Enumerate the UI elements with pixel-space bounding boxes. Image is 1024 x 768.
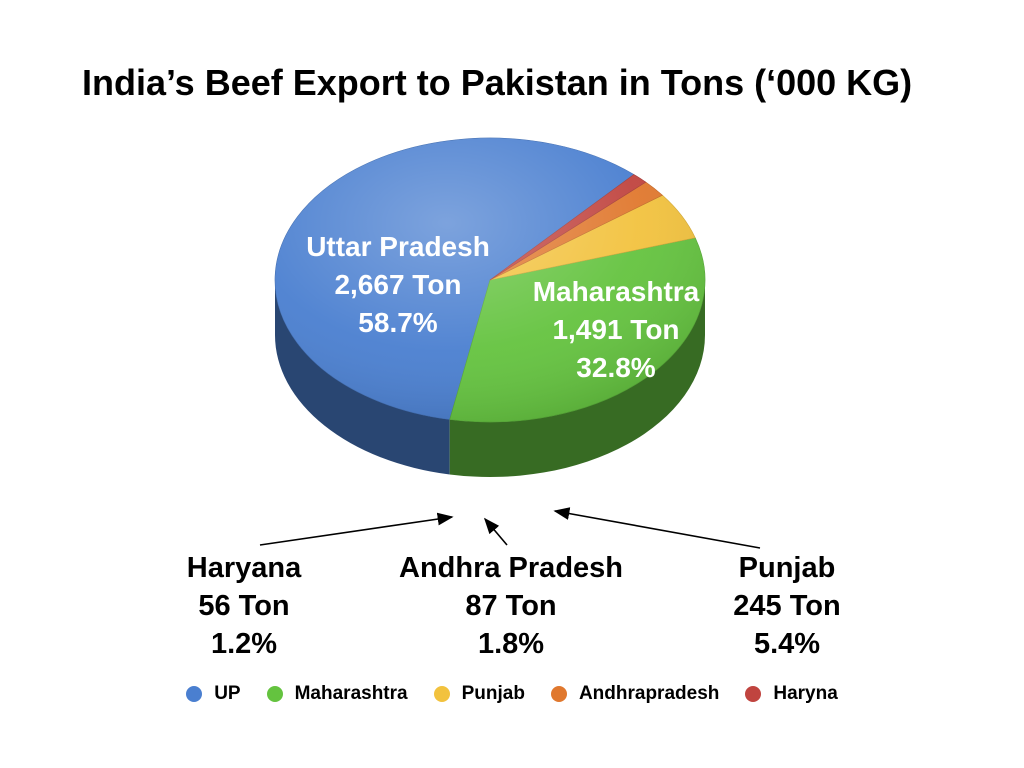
legend-swatch [433, 686, 450, 702]
outer-label-haryana-value: 56 Ton [198, 590, 289, 622]
outer-label-punjab-percent: 5.4% [754, 628, 820, 660]
legend-label: UP [214, 683, 241, 704]
outer-label-punjab-name: Punjab [739, 552, 836, 584]
chart-title: India’s Beef Export to Pakistan in Tons … [82, 62, 913, 103]
legend-item-andhrapradesh: Andhrapradesh [550, 683, 720, 705]
pie-sides [275, 280, 705, 477]
haryana-arrow [259, 512, 454, 546]
legend-swatch [550, 686, 567, 702]
outer-label-haryana-name: Haryana [187, 552, 302, 584]
outer-labels: Punjab 245 Ton 5.4% Andhra Pradesh 87 Ton 1.8… [187, 552, 841, 660]
outer-label-haryana-percent: 1.2% [211, 628, 277, 660]
chart-legend: UP Maharashtra Punjab Andhrapradesh Haryna [0, 683, 1024, 705]
punjab-arrow [553, 507, 761, 549]
inner-label-maharashtra-value: 1,491 Ton [552, 314, 679, 345]
inner-label-uttar-pradesh-value: 2,667 Ton [334, 269, 461, 300]
pie-side-maharashtra [449, 280, 705, 477]
legend-swatch [186, 686, 203, 702]
legend-label: Andhrapradesh [578, 683, 720, 704]
pie-side-uttar-pradesh [275, 280, 450, 475]
inner-label-maharashtra-percent: 32.8% [576, 352, 655, 383]
legend-label: Punjab [461, 683, 525, 704]
callout-arrows [259, 507, 761, 549]
legend-swatch [745, 686, 762, 702]
inner-labels: Uttar Pradesh 2,667 Ton 58.7% Maharashtra 1,… [306, 231, 699, 383]
outer-label-punjab-value: 245 Ton [733, 590, 840, 622]
inner-label-uttar-pradesh-percent: 58.7% [358, 307, 437, 338]
legend-item-haryna: Haryna [745, 683, 838, 705]
inner-label-uttar-pradesh-name: Uttar Pradesh [306, 231, 490, 262]
legend-swatch [266, 686, 283, 702]
legend-item-up: UP [186, 683, 241, 705]
legend-label: Maharashtra [294, 683, 408, 704]
outer-label-andhra-pradesh-value: 87 Ton [465, 590, 556, 622]
outer-label-andhra-pradesh-name: Andhra Pradesh [399, 552, 623, 584]
inner-label-maharashtra-name: Maharashtra [533, 276, 700, 307]
andhra-pradesh-arrow [483, 517, 508, 546]
legend-item-punjab: Punjab [433, 683, 525, 705]
legend-label: Haryna [773, 683, 838, 704]
outer-label-andhra-pradesh-percent: 1.8% [478, 628, 544, 660]
legend-item-maharashtra: Maharashtra [266, 683, 408, 705]
